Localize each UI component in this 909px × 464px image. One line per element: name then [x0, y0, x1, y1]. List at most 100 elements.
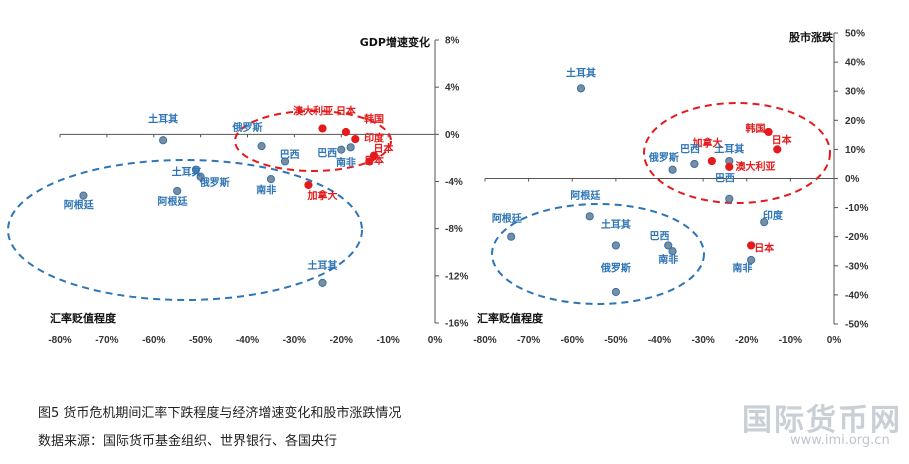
point-label: 阿根廷 — [570, 189, 601, 202]
point-label: 阿根廷 — [492, 212, 523, 225]
data-point — [707, 156, 716, 166]
point-label: 韩国 — [745, 122, 765, 135]
data-point — [318, 278, 327, 288]
data-point — [173, 186, 182, 196]
x-tick-label: -60% — [142, 335, 165, 346]
y-tick-label: -16% — [445, 319, 468, 330]
y-tick-label: -12% — [445, 271, 468, 282]
y-tick-label: -10% — [845, 203, 868, 214]
data-point — [725, 194, 734, 203]
point-label: 日本 — [336, 104, 357, 117]
x-tick-label: -70% — [95, 335, 118, 346]
point-label: 阿根廷 — [158, 195, 189, 208]
x-tick-label: -80% — [48, 335, 71, 346]
data-point — [576, 84, 586, 93]
y-tick-label: 4% — [445, 83, 460, 94]
data-point — [337, 145, 346, 154]
point-label: 日本 — [754, 241, 775, 254]
x-tick-label: 0% — [428, 335, 443, 346]
data-point — [196, 172, 205, 181]
point-label: 澳大利亚 — [293, 104, 333, 117]
x-tick-label: -50% — [604, 335, 627, 346]
point-label: 俄罗斯 — [648, 151, 679, 164]
data-point — [266, 175, 276, 184]
y-tick-label: -30% — [845, 261, 868, 272]
data-point — [304, 180, 313, 190]
data-point — [257, 142, 266, 151]
group-ellipse — [234, 110, 392, 172]
y-axis-label: 股市涨跌 — [789, 30, 834, 44]
point-label: 土耳其 — [308, 259, 338, 272]
y-axis-label: GDP增速变化 — [360, 35, 430, 49]
x-tick-label: -70% — [517, 335, 540, 346]
watermark-url: www.imi.org.cn — [790, 433, 890, 448]
point-label: 俄罗斯 — [199, 176, 230, 189]
data-point — [365, 157, 374, 166]
x-tick-label: -40% — [236, 335, 259, 346]
x-tick-label: -10% — [376, 335, 399, 346]
y-tick-label: 0% — [845, 174, 860, 185]
point-label: 巴西 — [317, 148, 337, 160]
point-label: 俄罗斯 — [600, 262, 631, 275]
data-point — [79, 191, 88, 200]
point-label: 日本 — [364, 154, 385, 167]
point-label: 韩国 — [364, 113, 384, 126]
point-label: 加拿大 — [307, 189, 338, 202]
x-tick-label: 0% — [827, 335, 842, 346]
data-point — [280, 157, 290, 166]
data-point — [341, 127, 351, 137]
y-tick-label: -40% — [845, 290, 868, 301]
y-tick-label: -20% — [845, 232, 868, 243]
y-tick-label: -50% — [845, 320, 868, 331]
data-point — [668, 247, 677, 256]
point-label: 土耳其 — [566, 67, 596, 80]
point-label: 俄罗斯 — [232, 121, 263, 134]
y-tick-label: 10% — [845, 145, 865, 156]
point-label: 南非 — [732, 262, 752, 275]
data-point — [585, 212, 594, 221]
data-point — [191, 165, 201, 174]
x-tick-label: -50% — [189, 335, 212, 346]
y-tick-label: 8% — [445, 36, 460, 47]
point-label: 南非 — [336, 156, 356, 169]
y-tick-label: 40% — [845, 58, 865, 69]
data-point — [507, 232, 516, 241]
x-tick-label: -10% — [779, 335, 802, 346]
data-point — [747, 255, 756, 265]
data-point — [611, 241, 620, 250]
point-label: 巴西 — [680, 143, 700, 155]
point-label: 澳大利亚 — [735, 160, 775, 173]
data-point — [773, 145, 782, 154]
watermark-logo: 国际货币网 — [742, 403, 902, 438]
group-ellipse — [491, 203, 705, 305]
data-point — [760, 218, 769, 227]
data-point — [668, 165, 677, 174]
point-label: 阿根廷 — [64, 199, 95, 212]
data-point — [664, 241, 673, 250]
y-tick-label: 0% — [445, 130, 460, 141]
point-label: 土耳其 — [601, 218, 631, 231]
x-axis-label: 汇率贬值程度 — [50, 311, 117, 325]
data-point — [747, 241, 756, 250]
point-label: 巴西 — [650, 231, 670, 243]
point-label: 南非 — [658, 253, 678, 266]
x-axis-label: 汇率贬值程度 — [477, 311, 544, 325]
x-tick-label: -80% — [473, 335, 496, 346]
data-point — [690, 159, 699, 169]
x-tick-label: -60% — [561, 335, 584, 346]
data-point — [725, 162, 734, 171]
data-point — [318, 124, 327, 133]
point-label: 土耳其 — [714, 142, 744, 155]
data-point — [351, 134, 360, 144]
y-tick-label: 50% — [845, 29, 865, 40]
point-label: 印度 — [364, 131, 385, 144]
data-point — [764, 127, 773, 137]
point-label: 巴西 — [280, 149, 300, 161]
x-tick-label: -30% — [283, 335, 306, 346]
y-tick-label: 30% — [845, 87, 865, 98]
point-label: 巴西 — [715, 172, 735, 184]
data-point — [346, 143, 355, 152]
point-label: 日本 — [772, 134, 793, 147]
group-ellipse — [643, 102, 831, 204]
